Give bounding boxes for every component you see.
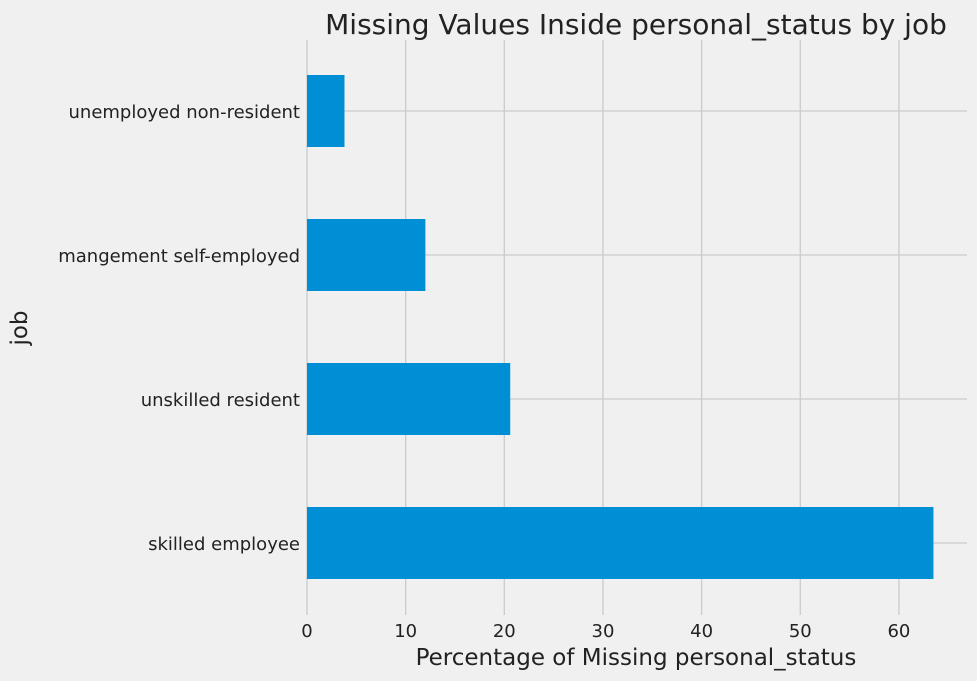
x-tick-label: 10 (394, 621, 417, 642)
x-tick-label: 20 (493, 621, 516, 642)
bar-unskilled-resident (307, 363, 511, 435)
y-tick-label: unemployed non-resident (69, 102, 301, 123)
bar-unemployed-non-resident (307, 75, 345, 147)
x-tick-label: 40 (690, 621, 713, 642)
x-tick-label: 30 (592, 621, 615, 642)
bar-mangement-self-employed (307, 219, 426, 291)
x-tick-label: 60 (887, 621, 910, 642)
x-tick-labels: 0 10 20 30 40 50 60 (301, 621, 910, 642)
y-axis-label: job (7, 310, 33, 346)
grid-lines (306, 40, 967, 615)
x-tick-label: 0 (301, 621, 312, 642)
bars (307, 75, 934, 579)
x-tick-label: 50 (789, 621, 812, 642)
y-tick-label: skilled employee (148, 534, 300, 555)
chart-title: Missing Values Inside personal_status by… (325, 8, 947, 41)
y-tick-label: mangement self-employed (58, 246, 300, 267)
y-tick-label: unskilled resident (141, 390, 300, 411)
bar-skilled-employee (307, 507, 934, 579)
y-tick-labels: skilled employee unskilled resident mangem… (58, 102, 300, 555)
x-axis-label: Percentage of Missing personal_status (416, 645, 857, 671)
